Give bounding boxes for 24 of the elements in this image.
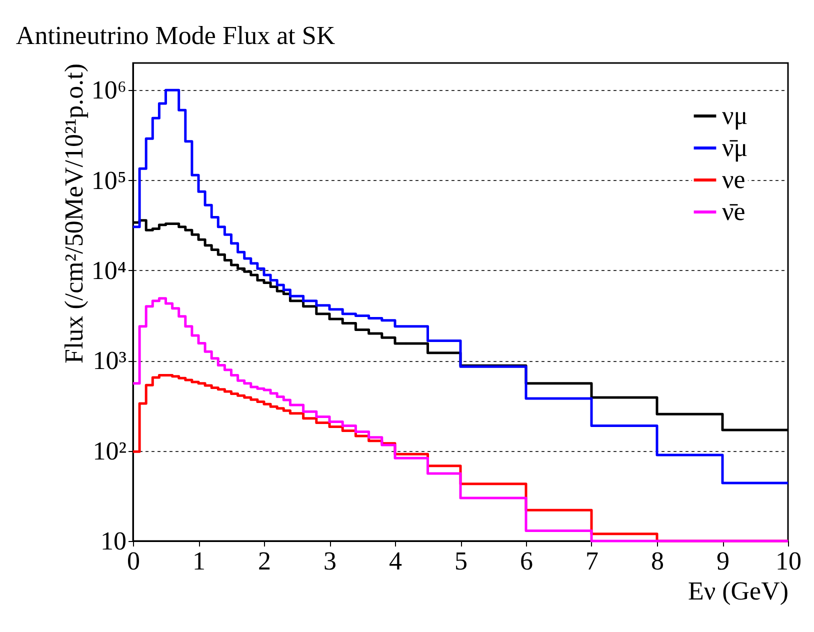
x-axis-title: Eν (GeV) — [688, 576, 788, 606]
x-tick-label: 7 — [586, 546, 598, 576]
y-tick-label: 10 — [100, 526, 126, 556]
x-tick-label: 3 — [324, 546, 336, 576]
y-axis-title: Flux (/cm²/50MeV/10²¹p.o.t) — [59, 64, 88, 364]
y-tick-label: 10² — [92, 436, 127, 466]
x-tick-label: 0 — [127, 546, 140, 576]
y-tick-label: 10⁶ — [91, 76, 126, 105]
legend-label: νμ — [722, 101, 748, 130]
x-tick-label: 8 — [651, 546, 664, 576]
chart-title: Antineutrino Mode Flux at SK — [16, 21, 336, 50]
x-tick-label: 4 — [389, 546, 402, 576]
y-tick-label: 10³ — [92, 346, 127, 376]
x-tick-label: 2 — [258, 546, 271, 576]
legend-label: ν̄e — [722, 197, 746, 226]
x-tick-label: 9 — [716, 546, 730, 576]
legend-label: ν̄μ — [722, 133, 748, 162]
y-tick-label: 10⁴ — [91, 256, 126, 285]
legend-label: νe — [722, 165, 746, 194]
y-tick-label: 10⁵ — [91, 166, 126, 195]
x-tick-label: 6 — [520, 546, 533, 576]
x-tick-label: 10 — [776, 546, 802, 576]
x-tick-label: 5 — [454, 546, 468, 576]
x-tick-label: 1 — [192, 546, 206, 576]
